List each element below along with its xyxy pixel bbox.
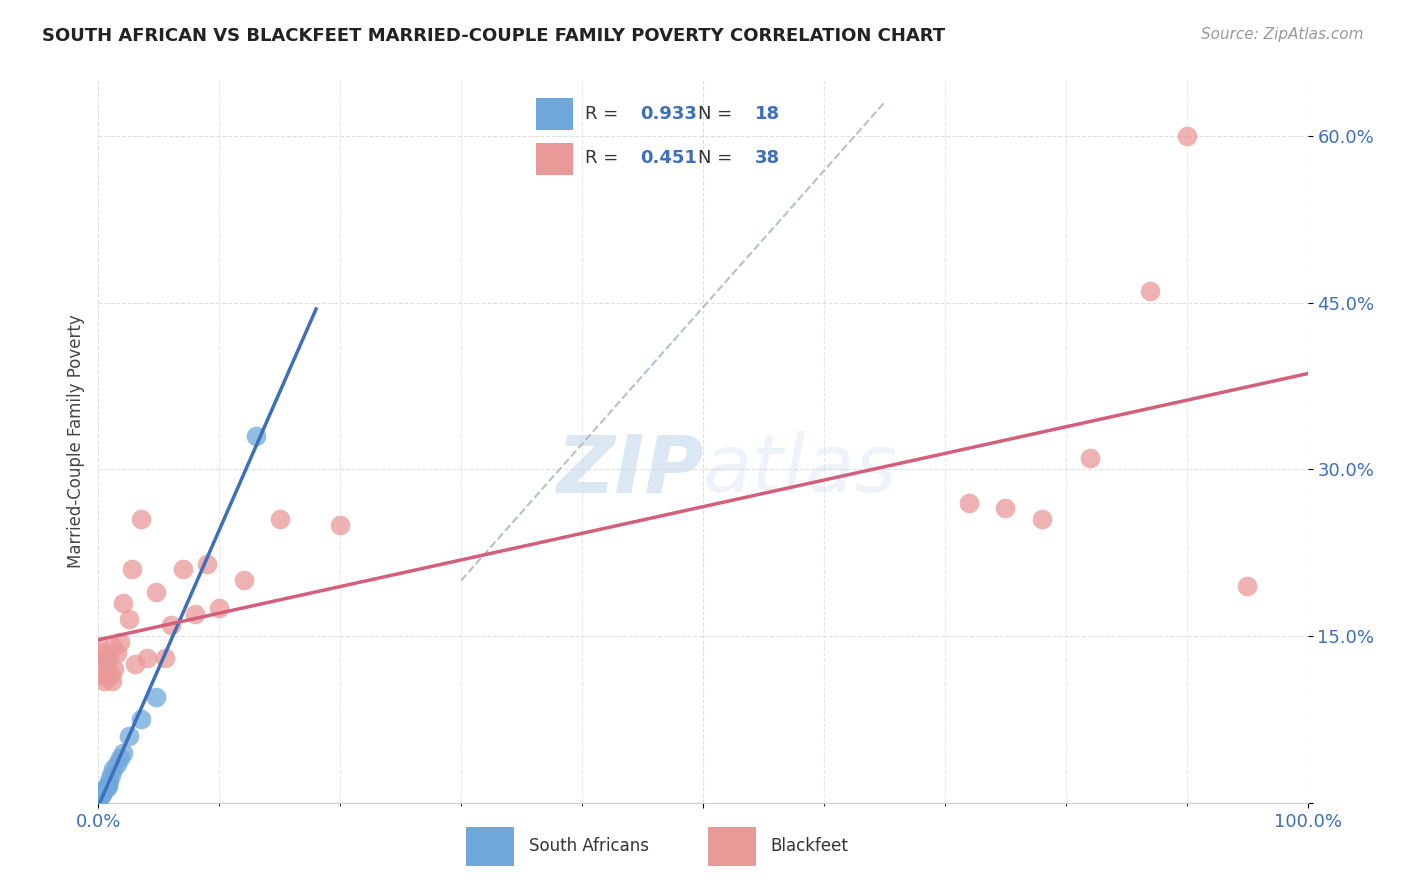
- Point: [129, 713, 152, 727]
- Point: [1078, 451, 1101, 466]
- Point: [91, 657, 114, 671]
- Point: [994, 501, 1017, 516]
- Point: [1031, 512, 1053, 526]
- Point: [101, 763, 124, 777]
- Point: [90, 788, 112, 802]
- Point: [98, 773, 121, 788]
- Point: [96, 657, 118, 671]
- Point: [90, 668, 112, 682]
- Point: [208, 601, 231, 615]
- Point: [105, 756, 128, 771]
- Text: Source: ZipAtlas.com: Source: ZipAtlas.com: [1201, 27, 1364, 42]
- Point: [91, 787, 114, 801]
- Point: [1175, 128, 1198, 143]
- Point: [93, 782, 115, 797]
- Point: [96, 780, 118, 795]
- Point: [100, 668, 122, 682]
- Point: [89, 640, 111, 655]
- Point: [145, 584, 167, 599]
- Point: [153, 651, 176, 665]
- Point: [94, 651, 117, 665]
- Point: [111, 746, 134, 760]
- Point: [184, 607, 207, 621]
- Point: [269, 512, 291, 526]
- Point: [232, 574, 254, 588]
- Text: SOUTH AFRICAN VS BLACKFEET MARRIED-COUPLE FAMILY POVERTY CORRELATION CHART: SOUTH AFRICAN VS BLACKFEET MARRIED-COUPL…: [42, 27, 945, 45]
- Point: [172, 562, 194, 576]
- Point: [91, 785, 114, 799]
- Point: [245, 429, 267, 443]
- Point: [145, 690, 167, 705]
- Point: [160, 618, 183, 632]
- Point: [111, 596, 134, 610]
- Point: [101, 640, 124, 655]
- Point: [91, 646, 114, 660]
- Point: [100, 768, 122, 782]
- Point: [103, 662, 125, 676]
- Point: [118, 612, 141, 626]
- Point: [100, 673, 122, 688]
- Point: [97, 779, 120, 793]
- Point: [1236, 579, 1258, 593]
- Point: [118, 729, 141, 743]
- Point: [108, 634, 131, 648]
- Point: [129, 512, 152, 526]
- Point: [121, 562, 143, 576]
- Point: [124, 657, 146, 671]
- Point: [108, 751, 131, 765]
- Point: [97, 668, 120, 682]
- Point: [195, 557, 218, 571]
- Text: atlas: atlas: [703, 432, 898, 509]
- Point: [1139, 285, 1161, 299]
- Point: [135, 651, 157, 665]
- Y-axis label: Married-Couple Family Poverty: Married-Couple Family Poverty: [66, 315, 84, 568]
- Point: [105, 646, 128, 660]
- Point: [98, 651, 121, 665]
- Text: ZIP: ZIP: [555, 432, 703, 509]
- Point: [94, 781, 117, 796]
- Point: [89, 790, 111, 805]
- Point: [329, 517, 352, 532]
- Point: [93, 673, 115, 688]
- Point: [957, 496, 980, 510]
